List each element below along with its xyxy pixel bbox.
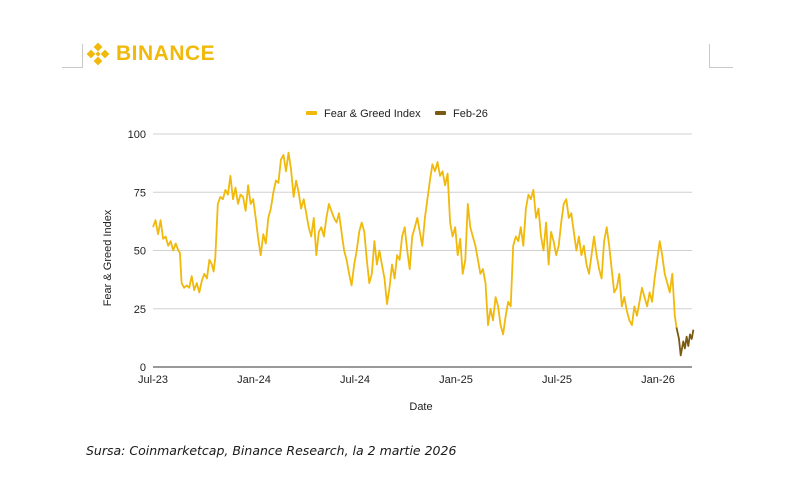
legend-swatch [435, 111, 446, 115]
legend-item: Feb-26 [435, 108, 488, 120]
y-tick-label: 50 [134, 246, 146, 258]
x-tick-label: Jul-23 [138, 374, 168, 386]
x-tick-label: Jul-24 [340, 374, 370, 386]
x-tick-label: Jan-24 [237, 374, 271, 386]
legend-item: Fear & Greed Index [306, 108, 421, 120]
series-line-feb-26 [675, 327, 695, 357]
x-tick-label: Jan-26 [641, 374, 675, 386]
source-note: Sursa: Coinmarketcap, Binance Research, … [86, 443, 457, 458]
y-tick-label: 25 [134, 304, 146, 316]
y-tick-label: 100 [128, 129, 146, 141]
page-corner-mark-left-h [62, 67, 82, 68]
y-tick-label: 0 [140, 362, 146, 374]
legend-label: Fear & Greed Index [324, 108, 421, 120]
x-axis-title: Date [409, 401, 432, 413]
page-corner-mark-right-v [709, 44, 710, 68]
y-tick-label: 75 [134, 187, 146, 199]
binance-diamond-icon [86, 42, 110, 66]
brand-name: BINANCE [116, 42, 216, 65]
gridlines [153, 133, 692, 368]
x-tick-labels: Jul-23 Jan-24 Jul-24 Jan-25 Jul-25 Jan-26 [138, 374, 675, 386]
x-tick-label: Jan-25 [439, 374, 473, 386]
legend-label: Feb-26 [453, 108, 488, 120]
x-tick-label: Jul-25 [542, 374, 572, 386]
page-corner-mark-left-v [82, 44, 83, 68]
page-corner-mark-right-h [709, 67, 733, 68]
binance-logo: BINANCE [84, 40, 215, 68]
y-axis-title: Fear & Greed Index [102, 209, 114, 306]
series-line-fear-greed-index [152, 151, 678, 336]
y-tick-labels: 0 25 50 75 100 [128, 129, 146, 374]
series-lines [152, 151, 695, 357]
legend-swatch [306, 111, 317, 115]
legend: Fear & Greed Index Feb-26 [306, 108, 488, 120]
